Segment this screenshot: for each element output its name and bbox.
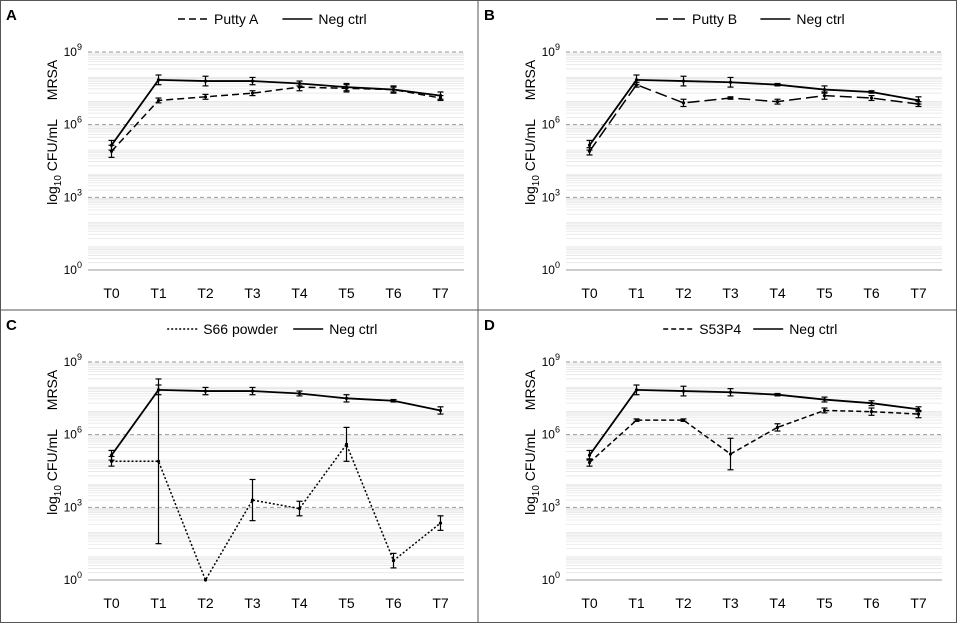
y-tick-label: 109 <box>64 352 82 369</box>
y-axis-label: log10 CFU/mL <box>44 429 64 515</box>
legend: Putty A Neg ctrl <box>178 11 367 27</box>
y-axis-organism-label: MRSA <box>44 369 60 410</box>
series-neg-ctrl <box>586 74 922 151</box>
series-line <box>588 388 919 456</box>
legend-label-1: Neg ctrl <box>329 321 377 337</box>
panel-label: A <box>6 7 17 24</box>
data-point <box>203 578 208 582</box>
x-tick-label-t4: T4 <box>291 595 308 611</box>
x-tick-label-t1: T1 <box>628 285 645 301</box>
panel-a: 100 103 106 109 T0 T1 T2 T3 T4 T5 T6 T7 log10 CFU/mL… <box>6 7 464 301</box>
y-tick-label: 109 <box>542 42 560 59</box>
x-tick-label-t2: T2 <box>197 595 214 611</box>
y-tick-label: 103 <box>64 187 82 204</box>
x-tick-label-t3: T3 <box>722 595 739 611</box>
panel-b: 100 103 106 109 T0 T1 T2 T3 T4 T5 T6 T7 log10 CFU/mL… <box>484 7 942 301</box>
y-tick-label: 106 <box>542 115 560 132</box>
minor-gridlines <box>88 52 464 264</box>
y-axis-label: log10 CFU/mL <box>44 119 64 205</box>
legend-label-1: Neg ctrl <box>318 11 366 27</box>
x-tick-label-t6: T6 <box>385 595 402 611</box>
x-tick-label-t0: T0 <box>103 595 120 611</box>
series-neg-ctrl <box>108 384 444 461</box>
panel-d: 100 103 106 109 T0 T1 T2 T3 T4 T5 T6 T7 log10 CFU/mL… <box>484 317 942 611</box>
y-tick-label: 106 <box>64 115 82 132</box>
series-neg-ctrl <box>586 384 922 461</box>
panel-c: 100 103 106 109 T0 T1 T2 T3 T4 T5 T6 T7 log10 CFU/mL… <box>6 317 464 611</box>
legend-label-0: Putty B <box>692 11 737 27</box>
series-line <box>588 409 919 464</box>
series-line <box>110 388 441 456</box>
y-tick-label: 109 <box>64 42 82 59</box>
y-tick-label: 100 <box>64 260 82 277</box>
x-tick-label-t7: T7 <box>910 285 927 301</box>
x-tick-label-t3: T3 <box>244 285 261 301</box>
y-tick-label: 103 <box>542 187 560 204</box>
x-tick-label-t0: T0 <box>103 285 120 301</box>
series-line <box>588 78 919 146</box>
x-tick-label-t1: T1 <box>150 595 167 611</box>
y-tick-label: 103 <box>64 497 82 514</box>
legend-label-1: Neg ctrl <box>789 321 837 337</box>
x-tick-label-t6: T6 <box>385 285 402 301</box>
minor-gridlines <box>566 52 942 264</box>
x-tick-label-t5: T5 <box>816 595 833 611</box>
x-tick-label-t2: T2 <box>675 285 692 301</box>
series-s53p4 <box>586 407 922 471</box>
y-axis-organism-label: MRSA <box>44 59 60 100</box>
y-tick-label: 109 <box>542 352 560 369</box>
x-tick-label-t1: T1 <box>628 595 645 611</box>
x-tick-label-t1: T1 <box>150 285 167 301</box>
panel-label: B <box>484 7 495 24</box>
series-putty-b <box>586 81 922 156</box>
x-tick-label-t2: T2 <box>197 285 214 301</box>
x-tick-label-t3: T3 <box>244 595 261 611</box>
y-axis-organism-label: MRSA <box>522 59 538 100</box>
legend-label-0: Putty A <box>214 11 259 27</box>
series-neg-ctrl <box>108 74 444 151</box>
y-tick-label: 100 <box>64 570 82 587</box>
legend: S66 powder Neg ctrl <box>167 321 377 337</box>
x-tick-label-t4: T4 <box>291 285 308 301</box>
minor-gridlines <box>88 362 464 574</box>
x-tick-label-t5: T5 <box>338 595 355 611</box>
x-tick-label-t7: T7 <box>432 595 449 611</box>
legend: S53P4 Neg ctrl <box>663 321 837 337</box>
x-tick-label-t7: T7 <box>910 595 927 611</box>
x-tick-label-t0: T0 <box>581 595 598 611</box>
legend-label-0: S53P4 <box>699 321 741 337</box>
series-s66-powder <box>108 378 444 582</box>
x-tick-label-t4: T4 <box>769 595 786 611</box>
y-tick-label: 103 <box>542 497 560 514</box>
minor-gridlines <box>566 362 942 574</box>
x-tick-label-t0: T0 <box>581 285 598 301</box>
series-line <box>111 442 441 582</box>
series-line <box>588 83 919 152</box>
legend: Putty B Neg ctrl <box>656 11 845 27</box>
x-tick-label-t6: T6 <box>863 285 880 301</box>
panels: 100 103 106 109 T0 T1 T2 T3 T4 T5 T6 T7 log10 CFU/mL… <box>6 7 942 611</box>
legend-label-1: Neg ctrl <box>796 11 844 27</box>
y-axis-label: log10 CFU/mL <box>522 119 542 205</box>
y-tick-label: 100 <box>542 260 560 277</box>
y-tick-label: 106 <box>542 425 560 442</box>
y-tick-label: 100 <box>542 570 560 587</box>
legend-label-0: S66 powder <box>203 321 278 337</box>
x-tick-label-t2: T2 <box>675 595 692 611</box>
x-tick-label-t7: T7 <box>432 285 449 301</box>
y-axis-label: log10 CFU/mL <box>522 429 542 515</box>
y-tick-label: 106 <box>64 425 82 442</box>
x-tick-label-t5: T5 <box>338 285 355 301</box>
x-tick-label-t4: T4 <box>769 285 786 301</box>
y-axis-organism-label: MRSA <box>522 369 538 410</box>
x-tick-label-t3: T3 <box>722 285 739 301</box>
panel-label: C <box>6 317 17 334</box>
x-tick-label-t6: T6 <box>863 595 880 611</box>
x-tick-label-t5: T5 <box>816 285 833 301</box>
panel-label: D <box>484 317 495 334</box>
series-line <box>110 78 441 146</box>
